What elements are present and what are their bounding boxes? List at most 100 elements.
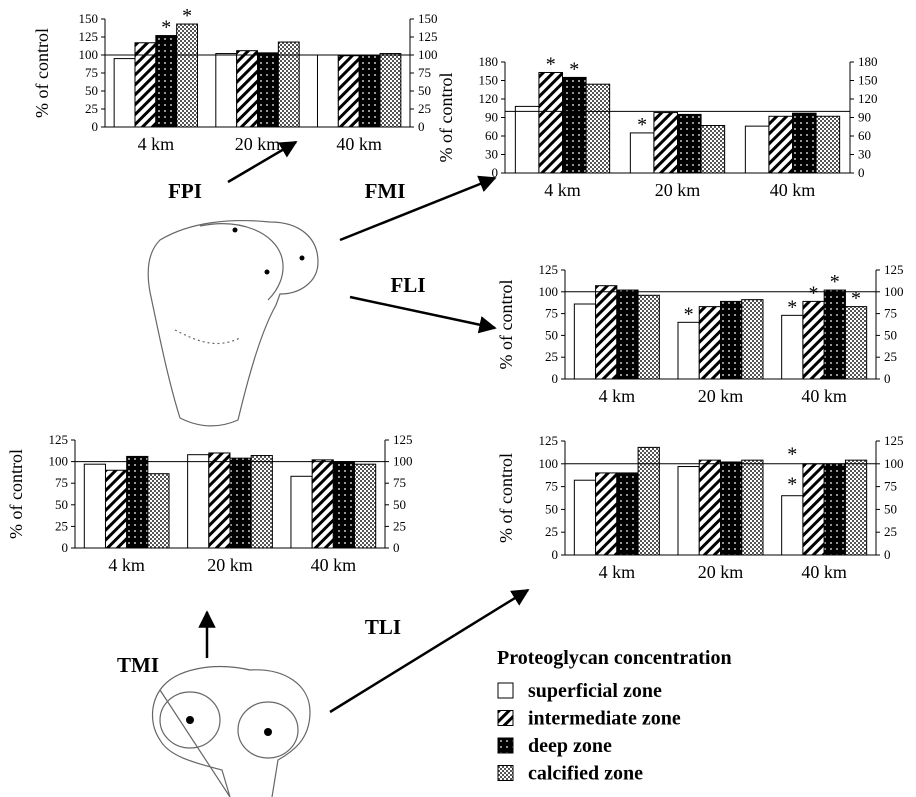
y-tick-label: 25	[55, 518, 68, 533]
x-tick-label: 4 km	[599, 386, 636, 406]
bar	[251, 456, 272, 548]
bar	[338, 56, 359, 127]
y-tick-label: 150	[479, 73, 499, 88]
arrow	[350, 297, 495, 328]
y2-tick-label: 30	[858, 147, 871, 162]
legend-swatch	[498, 738, 513, 753]
bar	[745, 126, 769, 173]
value-label: *	[787, 296, 797, 318]
y-tick-label: 125	[539, 262, 559, 277]
y-tick-label: 0	[62, 540, 69, 555]
y-tick-label: 0	[492, 165, 499, 180]
bar	[793, 113, 817, 173]
value-label: *	[637, 114, 647, 136]
y-axis-title: % of control	[6, 449, 26, 539]
y2-tick-label: 100	[393, 454, 413, 469]
bar	[209, 453, 230, 548]
bar	[317, 55, 338, 127]
bar	[105, 470, 126, 548]
x-tick-label: 20 km	[655, 180, 701, 200]
bar	[515, 106, 539, 173]
value-label: *	[787, 444, 797, 466]
bar	[845, 460, 866, 555]
y2-tick-label: 90	[858, 110, 871, 125]
legend-title: Proteoglycan concentration	[497, 647, 732, 669]
x-tick-label: 40 km	[770, 180, 816, 200]
y-tick-label: 30	[485, 147, 498, 162]
value-label: *	[182, 5, 192, 27]
bar	[586, 84, 610, 173]
y2-tick-label: 100	[418, 47, 438, 62]
bar	[574, 480, 595, 555]
y-tick-label: 60	[485, 128, 498, 143]
y2-tick-label: 150	[418, 11, 438, 26]
chart-label: FMI	[365, 179, 406, 203]
y-axis-title: % of control	[496, 453, 516, 543]
y2-tick-label: 0	[884, 547, 891, 562]
bar	[721, 462, 742, 555]
bar	[803, 301, 824, 379]
bar	[380, 54, 401, 127]
y2-tick-label: 0	[858, 165, 865, 180]
y2-tick-label: 25	[418, 101, 431, 116]
bar	[312, 460, 333, 548]
y2-tick-label: 125	[393, 432, 413, 447]
y-tick-label: 75	[85, 65, 98, 80]
y-tick-label: 50	[545, 327, 558, 342]
y-tick-label: 125	[539, 433, 559, 448]
bar	[824, 290, 845, 379]
value-label: *	[809, 282, 819, 304]
bar	[701, 126, 725, 173]
value-label: *	[830, 271, 840, 293]
x-tick-label: 4 km	[599, 562, 636, 582]
y2-tick-label: 150	[858, 73, 878, 88]
y-axis-title: % of control	[436, 73, 456, 163]
legend-label: deep zone	[528, 735, 612, 757]
y-tick-label: 25	[545, 524, 558, 539]
y2-tick-label: 50	[884, 327, 897, 342]
femur-drawing	[148, 221, 318, 426]
legend-swatch	[498, 683, 513, 698]
bar	[845, 307, 866, 379]
y2-tick-label: 120	[858, 91, 878, 106]
bar	[539, 72, 563, 173]
y-tick-label: 25	[85, 101, 98, 116]
y2-tick-label: 125	[884, 262, 904, 277]
y2-tick-label: 125	[884, 433, 904, 448]
bar	[678, 467, 699, 555]
y-tick-label: 50	[55, 497, 68, 512]
bar	[617, 473, 638, 555]
y-tick-label: 90	[485, 110, 498, 125]
value-label: *	[569, 58, 579, 80]
chart-label: TMI	[117, 653, 159, 677]
bar	[156, 36, 177, 127]
y2-tick-label: 75	[884, 479, 897, 494]
y-axis-title: % of control	[496, 280, 516, 370]
bar	[148, 474, 169, 548]
bar	[678, 114, 702, 173]
y-tick-label: 50	[545, 501, 558, 516]
legend-label: calcified zone	[528, 763, 643, 785]
bar	[596, 473, 617, 555]
legend-label: intermediate zone	[528, 708, 681, 730]
y2-tick-label: 100	[884, 284, 904, 299]
y2-tick-label: 50	[418, 83, 431, 98]
bar	[333, 462, 354, 548]
legend-swatch	[498, 766, 513, 781]
y2-tick-label: 0	[418, 119, 425, 134]
legend-label: superficial zone	[528, 680, 662, 702]
y-axis-title: % of control	[32, 28, 52, 118]
bar	[742, 460, 763, 555]
x-tick-label: 40 km	[801, 386, 847, 406]
value-label: *	[787, 474, 797, 496]
bar	[258, 53, 279, 127]
bar	[654, 113, 678, 173]
y2-tick-label: 60	[858, 128, 871, 143]
bar	[177, 24, 198, 127]
x-tick-label: 40 km	[311, 555, 357, 575]
x-tick-label: 4 km	[544, 180, 581, 200]
x-tick-label: 40 km	[336, 134, 382, 154]
y-tick-label: 100	[539, 284, 559, 299]
bar	[782, 315, 803, 379]
